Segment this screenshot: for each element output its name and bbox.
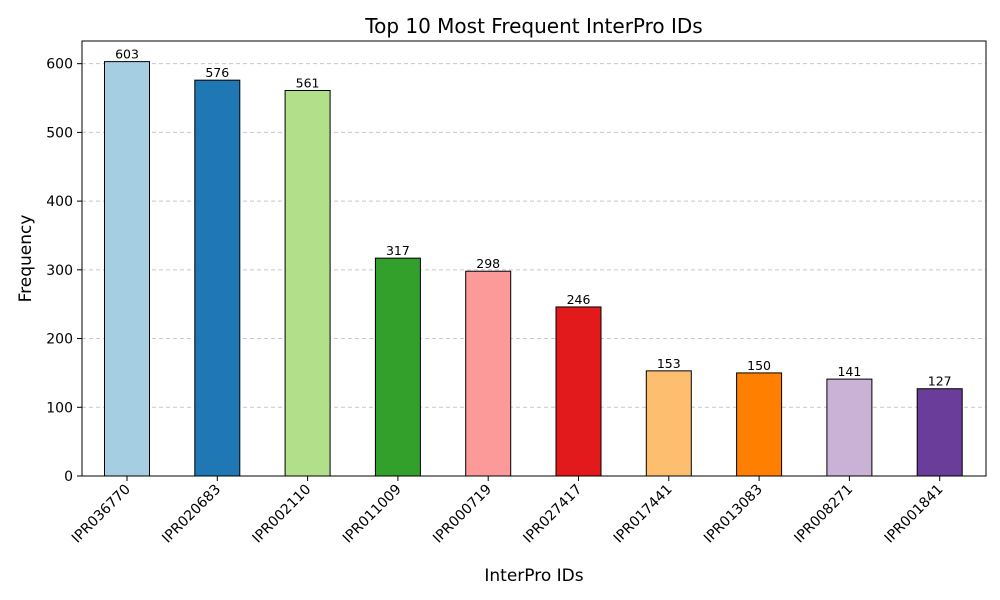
data-label-IPR013083: 150	[747, 358, 771, 373]
bar-IPR002110	[284, 89, 331, 477]
x-tick-label-IPR017441: IPR017441	[611, 482, 676, 547]
data-label-IPR002110: 561	[296, 75, 320, 90]
data-label-IPR020683: 576	[205, 65, 229, 80]
x-tick-label-IPR020683: IPR020683	[159, 482, 224, 547]
bar-IPR000719	[465, 270, 512, 477]
data-label-IPR017441: 153	[657, 356, 681, 371]
y-tick-label: 500	[46, 125, 73, 141]
y-tick-label: 200	[46, 332, 73, 348]
y-tick-label: 600	[46, 57, 73, 73]
x-tick-label-IPR001841: IPR001841	[882, 482, 947, 547]
y-tick-label: 400	[46, 194, 73, 210]
y-tick-label: 300	[46, 263, 73, 279]
y-axis-ticks: 0 100 200 300 400 500 600	[46, 57, 82, 485]
bar-IPR001841	[916, 388, 963, 477]
bars	[104, 61, 963, 477]
bar-IPR017441	[645, 370, 692, 477]
plot-frame	[81, 40, 987, 477]
x-axis-ticks: IPR036770 IPR020683 IPR002110 IPR011009 IPR0…	[69, 476, 947, 546]
chart-title: Top 10 Most Frequent InterPro IDs	[364, 14, 702, 38]
y-tick-label: 100	[46, 400, 73, 416]
y-tick-label: 0	[64, 469, 73, 485]
bar-IPR027417	[555, 306, 602, 477]
x-axis-title: InterPro IDs	[484, 566, 583, 586]
x-tick-label-IPR008271: IPR008271	[791, 482, 856, 547]
y-axis-title: Frequency	[16, 215, 36, 303]
x-tick-label-IPR036770: IPR036770	[69, 482, 134, 547]
data-label-IPR001841: 127	[928, 374, 952, 389]
x-tick-label-IPR011009: IPR011009	[340, 482, 405, 547]
x-tick-label-IPR027417: IPR027417	[520, 482, 585, 547]
bar-IPR008271	[826, 378, 873, 477]
data-labels: 603 576 561 317 298 246 153 150 141 127	[115, 47, 952, 389]
data-label-IPR011009: 317	[386, 243, 410, 258]
data-label-IPR036770: 603	[115, 47, 139, 62]
data-label-IPR000719: 298	[476, 256, 500, 271]
data-label-IPR008271: 141	[837, 364, 861, 379]
x-tick-label-IPR013083: IPR013083	[701, 482, 766, 547]
bar-IPR011009	[374, 257, 421, 477]
data-label-IPR027417: 246	[567, 292, 591, 307]
bar-IPR013083	[736, 372, 783, 477]
x-tick-label-IPR002110: IPR002110	[250, 482, 315, 547]
x-tick-label-IPR000719: IPR000719	[430, 482, 495, 547]
bar-IPR036770	[104, 61, 150, 477]
bar-IPR020683	[194, 79, 241, 477]
